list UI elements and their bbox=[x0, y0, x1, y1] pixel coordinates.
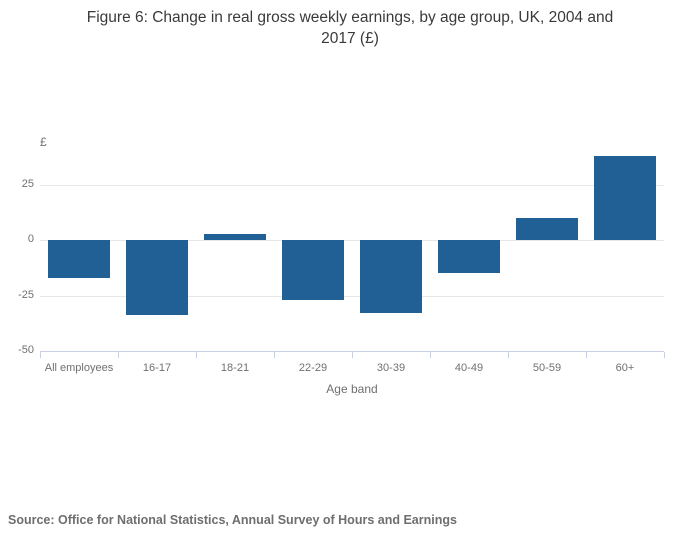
x-axis-tick bbox=[274, 352, 275, 358]
bar-60- bbox=[594, 155, 656, 240]
gridline--25 bbox=[40, 295, 664, 297]
x-axis-category-label: 60+ bbox=[615, 362, 635, 374]
x-axis-category-label: 18-21 bbox=[220, 362, 250, 374]
x-axis-tick bbox=[586, 352, 587, 358]
x-axis-category-label: All employees bbox=[44, 362, 114, 374]
bar-22-29 bbox=[282, 240, 344, 300]
x-axis-line bbox=[40, 351, 664, 352]
gridline-0 bbox=[40, 240, 664, 241]
x-axis-category-label: 30-39 bbox=[376, 362, 406, 374]
y-axis-label-25: 25 bbox=[21, 177, 34, 190]
bar-30-39 bbox=[360, 240, 422, 314]
page-title: Figure 6: Change in real gross weekly ea… bbox=[0, 7, 700, 49]
bar-40-49 bbox=[438, 240, 500, 274]
y-axis-label--50: -50 bbox=[18, 344, 34, 356]
y-axis-unit-label: £ bbox=[40, 135, 47, 149]
bar-50-59 bbox=[516, 217, 578, 240]
page-title-line-1: Figure 6: Change in real gross weekly ea… bbox=[86, 9, 614, 26]
x-axis-tick bbox=[508, 352, 509, 358]
x-axis-tick bbox=[40, 352, 41, 358]
y-axis-label--25: -25 bbox=[18, 288, 34, 301]
x-axis-category-label: 40-49 bbox=[454, 362, 484, 374]
x-axis-tick bbox=[430, 352, 431, 358]
x-axis-category-label: 16-17 bbox=[142, 362, 172, 374]
x-axis-tick bbox=[352, 352, 353, 358]
x-axis-tick bbox=[664, 352, 665, 358]
x-axis-category-label: 50-59 bbox=[532, 362, 562, 374]
page-title-line-2: 2017 (£) bbox=[321, 30, 379, 47]
x-axis-category-label: 22-29 bbox=[298, 362, 328, 374]
source-text: Source: Office for National Statistics, … bbox=[8, 513, 457, 527]
bar-16-17 bbox=[126, 240, 188, 316]
x-axis-title: Age band bbox=[326, 382, 378, 396]
bar-all-employees bbox=[48, 240, 110, 278]
x-axis-tick bbox=[196, 352, 197, 358]
gridline-25 bbox=[40, 184, 664, 186]
bar-18-21 bbox=[204, 234, 266, 240]
x-axis-tick bbox=[118, 352, 119, 358]
y-axis-label-0: 0 bbox=[27, 233, 34, 245]
